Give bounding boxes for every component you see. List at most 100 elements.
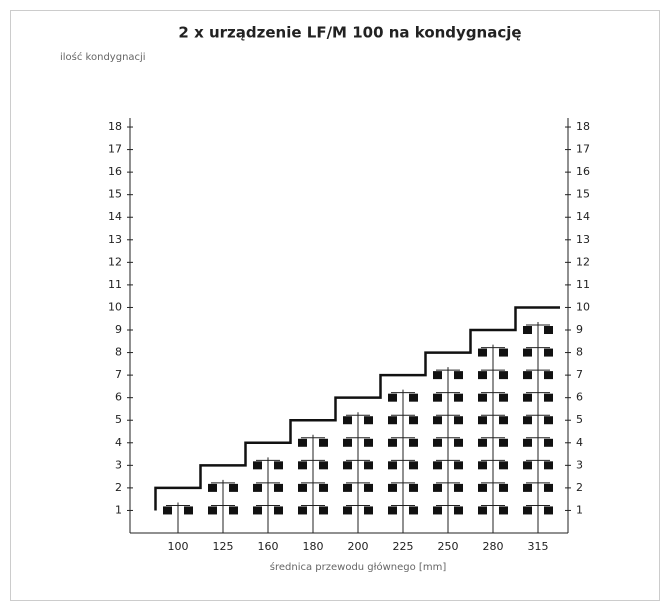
device (544, 461, 553, 470)
device (388, 506, 397, 515)
y-tick-label-right: 4 (576, 436, 583, 449)
device (388, 461, 397, 470)
device (388, 438, 397, 447)
y-tick-label: 17 (108, 143, 122, 156)
y-tick-label: 7 (115, 368, 122, 381)
device (454, 438, 463, 447)
y-tick-label: 13 (108, 233, 122, 246)
y-tick-label-right: 6 (576, 391, 583, 404)
y-tick-label: 10 (108, 300, 122, 313)
y-tick-label: 6 (115, 391, 122, 404)
device (523, 371, 532, 380)
y-tick-label: 3 (115, 458, 122, 471)
device (388, 416, 397, 425)
device (478, 461, 487, 470)
device (478, 438, 487, 447)
device (343, 438, 352, 447)
y-tick-label-right: 5 (576, 413, 583, 426)
device (523, 416, 532, 425)
device (364, 416, 373, 425)
device (298, 506, 307, 515)
device-stack (298, 434, 328, 533)
device (409, 506, 418, 515)
y-tick-label: 1 (115, 503, 122, 516)
device (298, 483, 307, 492)
device (298, 438, 307, 447)
y-tick-label-right: 10 (576, 300, 590, 313)
device (478, 416, 487, 425)
device (544, 371, 553, 380)
device (409, 438, 418, 447)
device (544, 348, 553, 357)
x-tick-label: 125 (213, 540, 234, 553)
device (409, 416, 418, 425)
y-tick-label: 4 (115, 436, 122, 449)
device (364, 483, 373, 492)
y-tick-label-right: 18 (576, 120, 590, 133)
device (229, 483, 238, 492)
device (433, 393, 442, 402)
y-tick-label-right: 16 (576, 165, 590, 178)
device (298, 461, 307, 470)
device-stack (253, 457, 283, 533)
device (388, 393, 397, 402)
x-tick-label: 100 (168, 540, 189, 553)
y-tick-label-right: 9 (576, 323, 583, 336)
device (499, 461, 508, 470)
device (499, 371, 508, 380)
device (343, 461, 352, 470)
y-tick-label: 16 (108, 165, 122, 178)
device (478, 371, 487, 380)
x-tick-label: 315 (528, 540, 549, 553)
device (433, 506, 442, 515)
device-stack (208, 479, 238, 533)
device (454, 461, 463, 470)
device (163, 506, 172, 515)
device (523, 438, 532, 447)
device (499, 348, 508, 357)
device-stack (163, 502, 193, 533)
x-tick-label: 250 (438, 540, 459, 553)
y-tick-label-right: 2 (576, 481, 583, 494)
device (253, 461, 262, 470)
device (364, 461, 373, 470)
y-tick-label: 18 (108, 120, 122, 133)
device (499, 483, 508, 492)
device (544, 483, 553, 492)
y-tick-label: 15 (108, 188, 122, 201)
y-tick-label: 12 (108, 255, 122, 268)
device (364, 438, 373, 447)
device (364, 506, 373, 515)
y-tick-label-right: 17 (576, 143, 590, 156)
device (478, 393, 487, 402)
device-stack (388, 389, 418, 533)
x-tick-label: 180 (303, 540, 324, 553)
device (499, 506, 508, 515)
device (478, 506, 487, 515)
device (433, 416, 442, 425)
y-tick-label-right: 7 (576, 368, 583, 381)
y-tick-label-right: 8 (576, 346, 583, 359)
device (184, 506, 193, 515)
device (523, 393, 532, 402)
x-axis-label: średnica przewodu głównego [mm] (270, 561, 447, 573)
device (499, 416, 508, 425)
device (454, 483, 463, 492)
max-floors-line (154, 306, 560, 511)
device (409, 483, 418, 492)
chart-title: 2 x urządzenie LF/M 100 na kondygnację (178, 24, 521, 42)
device (544, 326, 553, 335)
device-stack (433, 367, 463, 533)
device (253, 483, 262, 492)
x-tick-label: 225 (393, 540, 414, 553)
y-tick-label: 9 (115, 323, 122, 336)
device (433, 371, 442, 380)
device-stack (523, 322, 553, 533)
device (478, 483, 487, 492)
device-stack (478, 344, 508, 533)
device (523, 506, 532, 515)
device (454, 393, 463, 402)
y-tick-label: 8 (115, 346, 122, 359)
device (544, 506, 553, 515)
